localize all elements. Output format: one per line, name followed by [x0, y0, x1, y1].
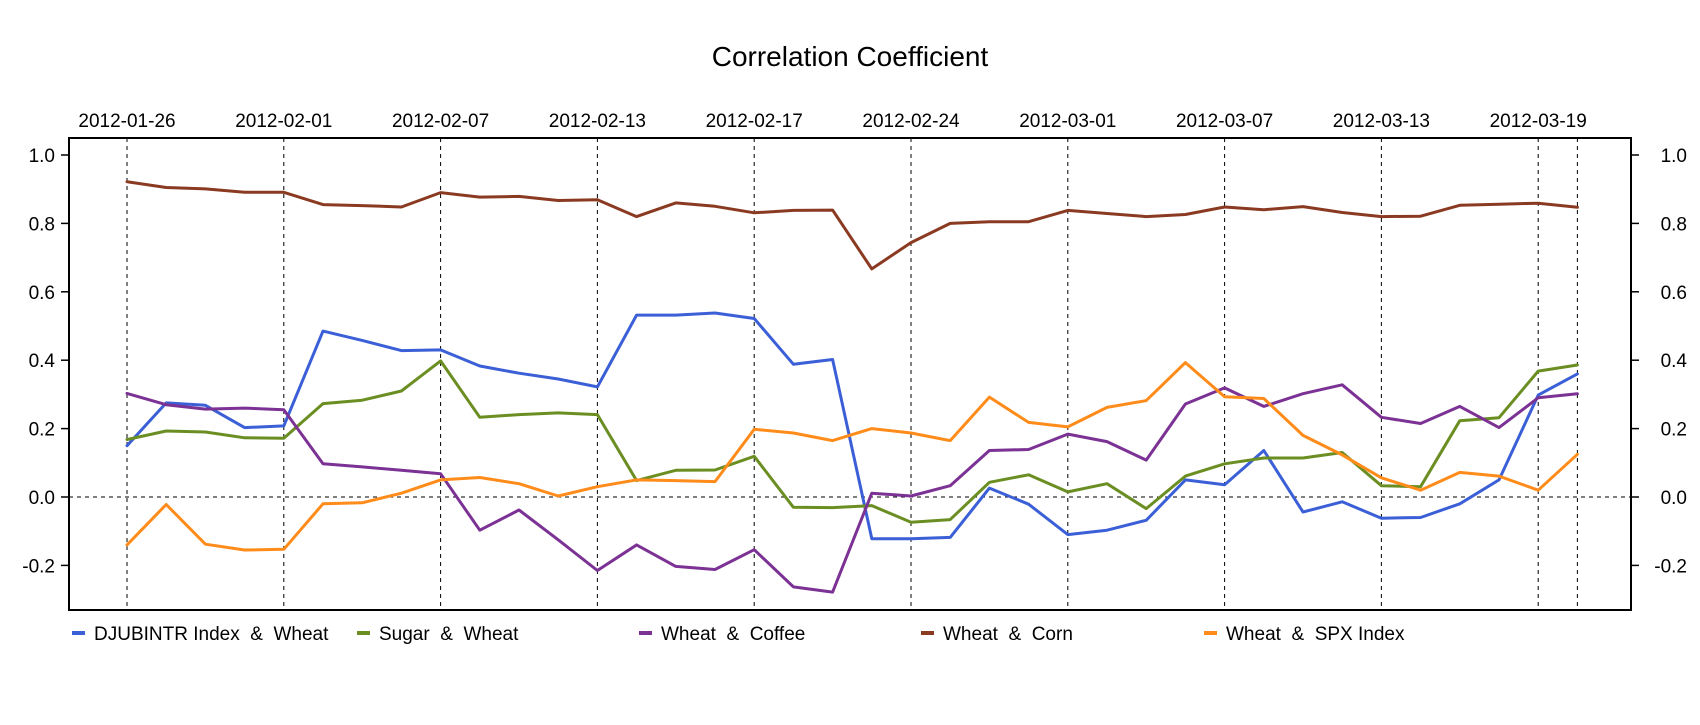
x-tick-label: 2012-02-13 [549, 111, 646, 132]
y-tick-label-right: 0.6 [1661, 283, 1687, 304]
y-tick-label: 0.0 [29, 488, 55, 509]
legend-label: Wheat & Corn [943, 624, 1073, 645]
chart-title: Correlation Coefficient [712, 41, 989, 72]
x-tick-label: 2012-02-01 [235, 111, 332, 132]
x-axis-top: 2012-01-26 2012-02-01 2012-02-07 2012-02-13… [78, 111, 1586, 132]
x-tick-label: 2012-02-07 [392, 111, 489, 132]
y-axis-left: -0.2 0.0 0.2 0.4 0.6 0.8 1.0 [22, 146, 69, 577]
series-line-2 [125, 359, 1579, 524]
y-tick-label: 1.0 [29, 146, 55, 167]
vertical-gridlines [126, 138, 1578, 610]
y-tick-label-right: 1.0 [1661, 146, 1687, 167]
series-line-3 [125, 383, 1579, 594]
y-tick-label-right: -0.2 [1654, 556, 1687, 577]
x-tick-label: 2012-03-13 [1333, 111, 1430, 132]
x-tick-label: 2012-02-24 [862, 111, 960, 132]
x-tick-label: 2012-03-07 [1176, 111, 1273, 132]
series-lines [125, 180, 1579, 594]
y-axis-right: -0.2 0.0 0.2 0.4 0.6 0.8 1.0 [1631, 146, 1687, 577]
y-tick-label: -0.2 [22, 556, 55, 577]
y-tick-label-right: 0.4 [1661, 351, 1688, 372]
legend-label: DJUBINTR Index & Wheat [94, 624, 329, 645]
y-tick-label-right: 0.8 [1661, 214, 1687, 235]
x-tick-label: 2012-03-01 [1019, 111, 1116, 132]
y-tick-label: 0.4 [29, 351, 56, 372]
x-tick-label: 2012-03-19 [1490, 111, 1587, 132]
legend-label: Wheat & Coffee [661, 624, 805, 645]
series-line-1 [125, 311, 1579, 541]
plot-frame [68, 137, 1632, 611]
y-tick-label-right: 0.0 [1661, 488, 1687, 509]
series-line-4 [125, 180, 1579, 271]
x-tick-label: 2012-01-26 [78, 111, 175, 132]
y-tick-label: 0.8 [29, 214, 55, 235]
x-tick-label: 2012-02-17 [706, 111, 803, 132]
legend-label: Wheat & SPX Index [1226, 624, 1405, 645]
legend-label: Sugar & Wheat [379, 624, 519, 645]
legend: DJUBINTR Index & Wheat Sugar & Wheat Wheat… [72, 624, 1405, 645]
y-tick-label: 0.2 [29, 420, 55, 441]
y-tick-label-right: 0.2 [1661, 420, 1687, 441]
series-line-5 [125, 361, 1579, 552]
y-tick-label: 0.6 [29, 283, 55, 304]
